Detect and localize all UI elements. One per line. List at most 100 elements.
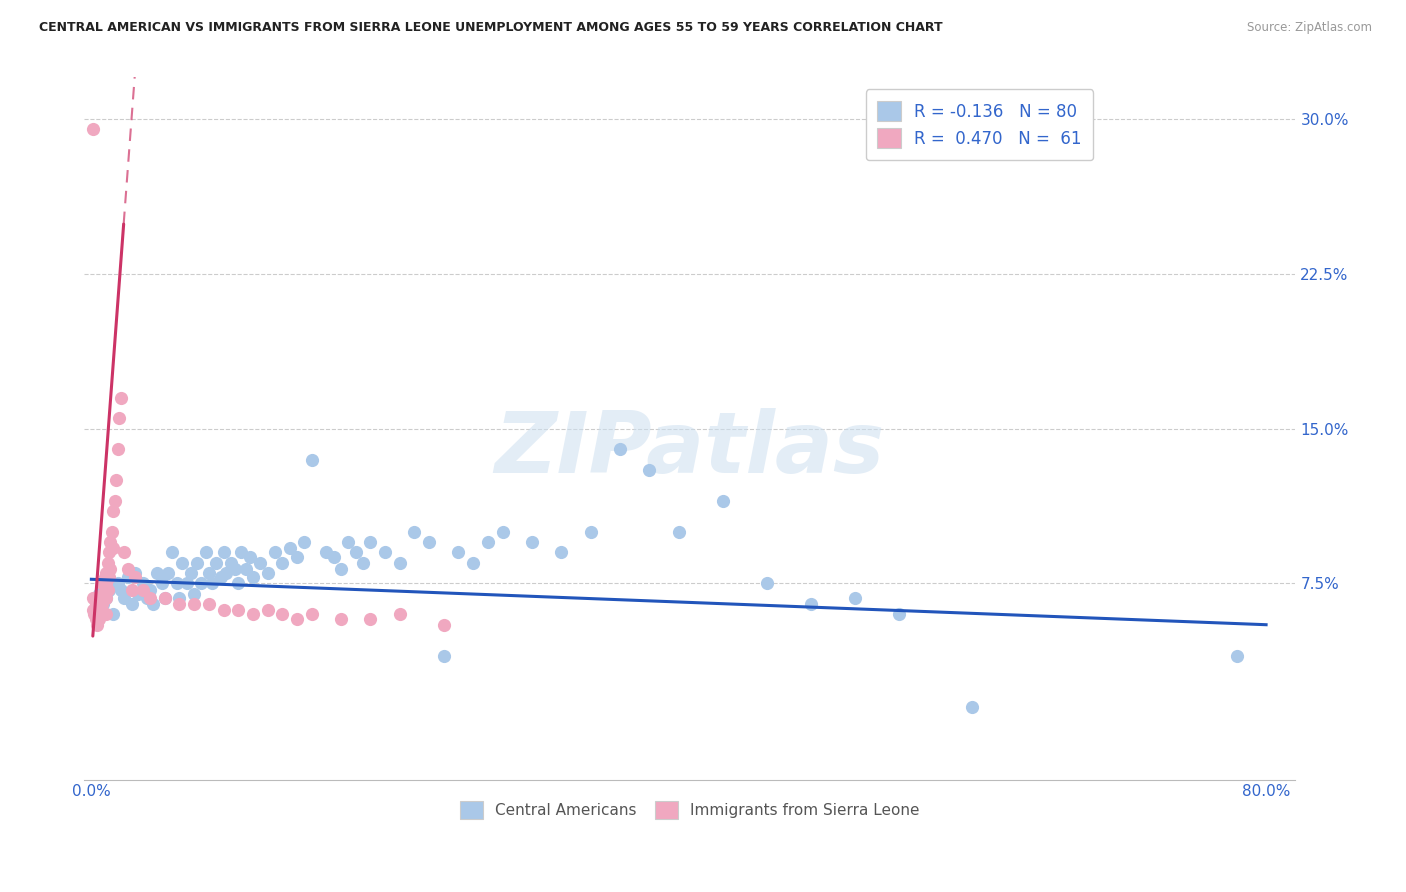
- Point: [285, 549, 308, 564]
- Point: [93, 570, 115, 584]
- Point: [226, 603, 249, 617]
- Point: [139, 591, 162, 605]
- Point: [89, 607, 111, 622]
- Point: [91, 576, 114, 591]
- Point: [209, 570, 232, 584]
- Point: [388, 607, 411, 622]
- Point: [153, 591, 176, 605]
- Point: [198, 566, 221, 580]
- Point: [107, 442, 129, 457]
- Point: [86, 607, 108, 622]
- Point: [96, 556, 118, 570]
- Point: [91, 597, 114, 611]
- Point: [668, 524, 690, 539]
- Point: [231, 545, 253, 559]
- Point: [433, 617, 456, 632]
- Point: [359, 611, 381, 625]
- Point: [301, 607, 323, 622]
- Point: [169, 591, 191, 605]
- Point: [330, 562, 353, 576]
- Point: [638, 463, 661, 477]
- Point: [98, 545, 121, 559]
- Text: ZIPatlas: ZIPatlas: [495, 408, 884, 491]
- Point: [198, 597, 221, 611]
- Point: [212, 603, 235, 617]
- Point: [100, 535, 122, 549]
- Point: [153, 591, 176, 605]
- Point: [132, 582, 155, 597]
- Point: [100, 562, 122, 576]
- Point: [86, 617, 108, 632]
- Point: [285, 611, 308, 625]
- Point: [249, 556, 271, 570]
- Point: [82, 122, 104, 136]
- Point: [579, 524, 602, 539]
- Point: [239, 549, 262, 564]
- Point: [205, 556, 228, 570]
- Point: [90, 576, 112, 591]
- Point: [301, 452, 323, 467]
- Point: [315, 545, 337, 559]
- Point: [110, 391, 132, 405]
- Point: [176, 576, 198, 591]
- Point: [94, 591, 117, 605]
- Point: [90, 597, 112, 611]
- Point: [82, 591, 104, 605]
- Point: [117, 570, 139, 584]
- Point: [404, 524, 426, 539]
- Text: CENTRAL AMERICAN VS IMMIGRANTS FROM SIERRA LEONE UNEMPLOYMENT AMONG AGES 55 TO 5: CENTRAL AMERICAN VS IMMIGRANTS FROM SIER…: [39, 21, 943, 35]
- Point: [86, 597, 108, 611]
- Point: [103, 607, 125, 622]
- Point: [337, 535, 360, 549]
- Point: [156, 566, 179, 580]
- Point: [160, 545, 183, 559]
- Legend: Central Americans, Immigrants from Sierra Leone: Central Americans, Immigrants from Sierr…: [454, 795, 925, 824]
- Point: [172, 556, 194, 570]
- Point: [235, 562, 257, 576]
- Point: [98, 570, 121, 584]
- Point: [112, 591, 135, 605]
- Point: [104, 493, 127, 508]
- Point: [94, 607, 117, 622]
- Point: [491, 524, 513, 539]
- Point: [89, 591, 111, 605]
- Point: [388, 556, 411, 570]
- Point: [94, 566, 117, 580]
- Point: [520, 535, 543, 549]
- Point: [190, 576, 212, 591]
- Point: [186, 556, 208, 570]
- Point: [224, 562, 246, 576]
- Point: [98, 582, 121, 597]
- Point: [166, 576, 188, 591]
- Point: [219, 556, 242, 570]
- Point: [215, 566, 238, 580]
- Point: [183, 597, 205, 611]
- Point: [226, 576, 249, 591]
- Point: [87, 603, 110, 617]
- Point: [150, 576, 173, 591]
- Point: [447, 545, 470, 559]
- Point: [463, 556, 485, 570]
- Point: [87, 611, 110, 625]
- Point: [94, 591, 117, 605]
- Point: [91, 587, 114, 601]
- Point: [84, 597, 107, 611]
- Point: [101, 524, 124, 539]
- Point: [91, 607, 114, 622]
- Point: [194, 545, 217, 559]
- Point: [121, 597, 143, 611]
- Point: [477, 535, 499, 549]
- Point: [84, 611, 107, 625]
- Point: [755, 576, 778, 591]
- Text: Source: ZipAtlas.com: Source: ZipAtlas.com: [1247, 21, 1372, 35]
- Point: [550, 545, 572, 559]
- Point: [107, 576, 129, 591]
- Point: [103, 541, 125, 556]
- Point: [146, 566, 169, 580]
- Point: [142, 597, 165, 611]
- Point: [108, 411, 131, 425]
- Point: [121, 582, 143, 597]
- Point: [103, 504, 125, 518]
- Point: [212, 545, 235, 559]
- Point: [800, 597, 823, 611]
